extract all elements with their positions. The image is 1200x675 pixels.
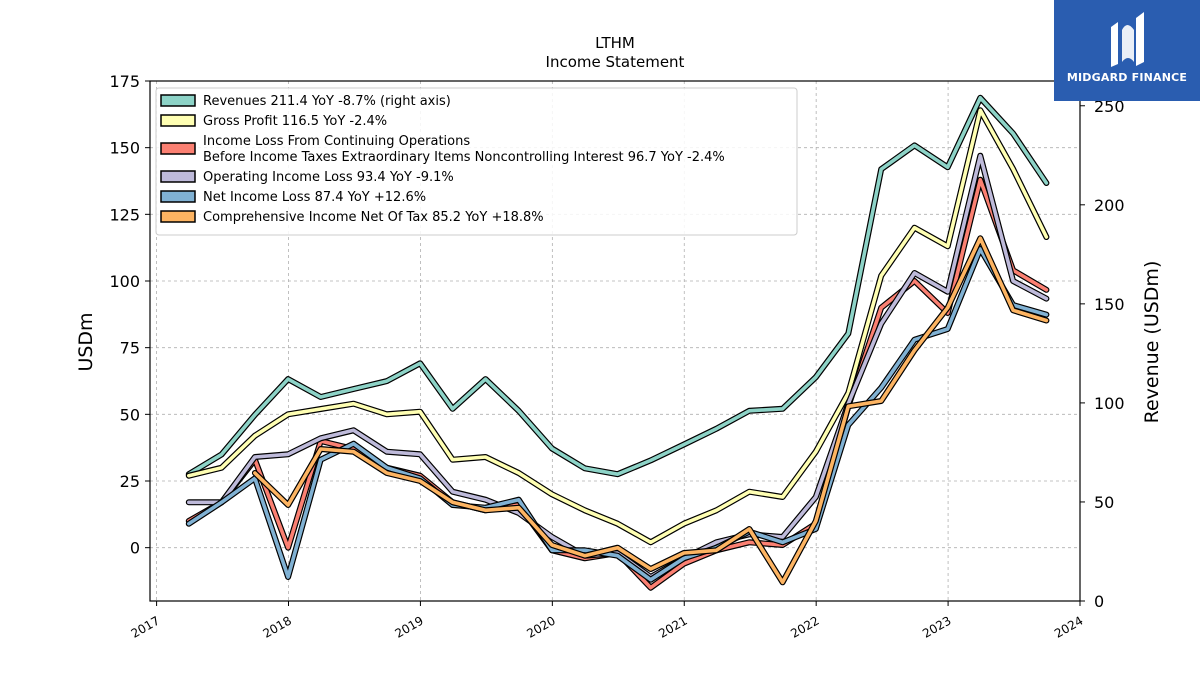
legend: Revenues 211.4 YoY -8.7% (right axis) Gro… [155, 87, 798, 236]
legend-label: Before Income Taxes Extraordinary Items … [203, 150, 725, 165]
series-line [187, 108, 1049, 545]
y-tick-label-left: 50 [120, 405, 140, 424]
legend-swatch [160, 210, 196, 223]
x-tick-label: 2020 [524, 613, 557, 640]
series-1 [185, 107, 1050, 546]
y-axis-left: 0 25 50 75 100 125 150 175 [109, 72, 150, 558]
legend-label: Income Loss From Continuing Operations [203, 134, 470, 149]
y-tick-label-right: 200 [1094, 196, 1125, 215]
y-tick-label-left: 175 [109, 72, 140, 91]
y-axis-left-label: USDm [75, 312, 97, 371]
x-tick-label: 2023 [920, 613, 953, 640]
y-tick-label-right: 50 [1094, 493, 1114, 512]
chart-title-group: LTHM Income Statement [546, 34, 685, 71]
chart-title: LTHM [595, 34, 635, 52]
logo-text: MIDGARD FINANCE [1066, 71, 1188, 84]
x-tick-label: 2022 [788, 613, 821, 640]
legend-label: Revenues 211.4 YoY -8.7% (right axis) [203, 94, 451, 109]
logo-mark-icon [1111, 12, 1144, 67]
x-tick-label: 2018 [261, 613, 294, 640]
series-line [187, 247, 1049, 582]
legend-swatch [160, 142, 196, 155]
y-tick-label-right: 150 [1094, 295, 1125, 314]
legend-swatch [160, 94, 196, 107]
legend-swatch [160, 170, 196, 183]
series-line [253, 236, 1049, 585]
x-tick-label: 2017 [129, 613, 162, 640]
legend-swatch [160, 114, 196, 127]
legend-label: Net Income Loss 87.4 YoY +12.6% [203, 190, 426, 205]
y-axis-right-label: Revenue (USDm) [1141, 261, 1163, 424]
y-tick-label-left: 75 [120, 339, 140, 358]
y-tick-label-left: 25 [120, 472, 140, 491]
legend-swatch [160, 190, 196, 203]
x-tick-label: 2019 [392, 613, 425, 640]
legend-box [155, 87, 798, 236]
y-tick-label-left: 125 [109, 205, 140, 224]
chart-subtitle: Income Statement [546, 53, 685, 71]
x-tick-label: 2021 [656, 613, 689, 640]
legend-label: Gross Profit 116.5 YoY -2.4% [203, 114, 387, 129]
y-tick-label-left: 0 [130, 539, 140, 558]
y-tick-label-right: 250 [1094, 97, 1125, 116]
midgard-finance-logo: MIDGARD FINANCE [1054, 0, 1200, 101]
y-tick-label-right: 0 [1094, 592, 1104, 611]
legend-label: Comprehensive Income Net Of Tax 85.2 YoY… [203, 210, 544, 225]
y-tick-label-right: 100 [1094, 394, 1125, 413]
x-tick-label: 2024 [1052, 613, 1085, 640]
series-0 [185, 94, 1050, 478]
y-tick-label-left: 150 [109, 139, 140, 158]
legend-label: Operating Income Loss 93.4 YoY -9.1% [203, 170, 454, 185]
plot-frame [149, 80, 1081, 602]
series-lines [185, 94, 1050, 591]
series-line-outline [185, 246, 1050, 583]
y-axis-right: 0 50 100 150 200 250 [1080, 97, 1125, 611]
y-tick-label-left: 100 [109, 272, 140, 291]
series-line [187, 96, 1049, 476]
series-5 [251, 235, 1050, 586]
series-4 [185, 246, 1050, 583]
x-axis: 2017 2018 2019 2020 2021 2022 2023 2024 [129, 601, 1086, 641]
